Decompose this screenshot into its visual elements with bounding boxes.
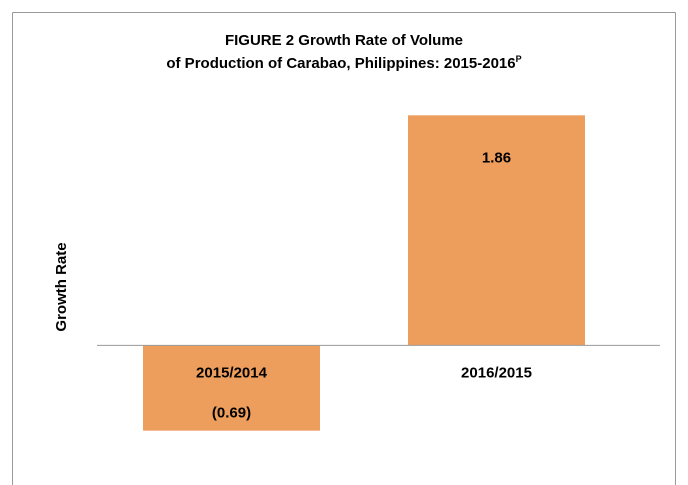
x-tick-label: 2015/2014: [196, 364, 268, 381]
chart-title-superscript: P: [516, 54, 522, 64]
data-label: 1.86: [482, 149, 511, 166]
data-label: (0.69): [212, 405, 251, 422]
chart-title-line: of Production of Carabao, Philippines: 2…: [166, 54, 521, 72]
chart-title-line: FIGURE 2 Growth Rate of Volume: [225, 32, 463, 49]
y-axis-label: Growth Rate: [53, 242, 70, 331]
x-tick-label: 2016/2015: [461, 364, 532, 381]
bar: [408, 115, 585, 346]
chart-title-text: of Production of Carabao, Philippines: 2…: [166, 55, 515, 72]
bar: [143, 345, 320, 431]
